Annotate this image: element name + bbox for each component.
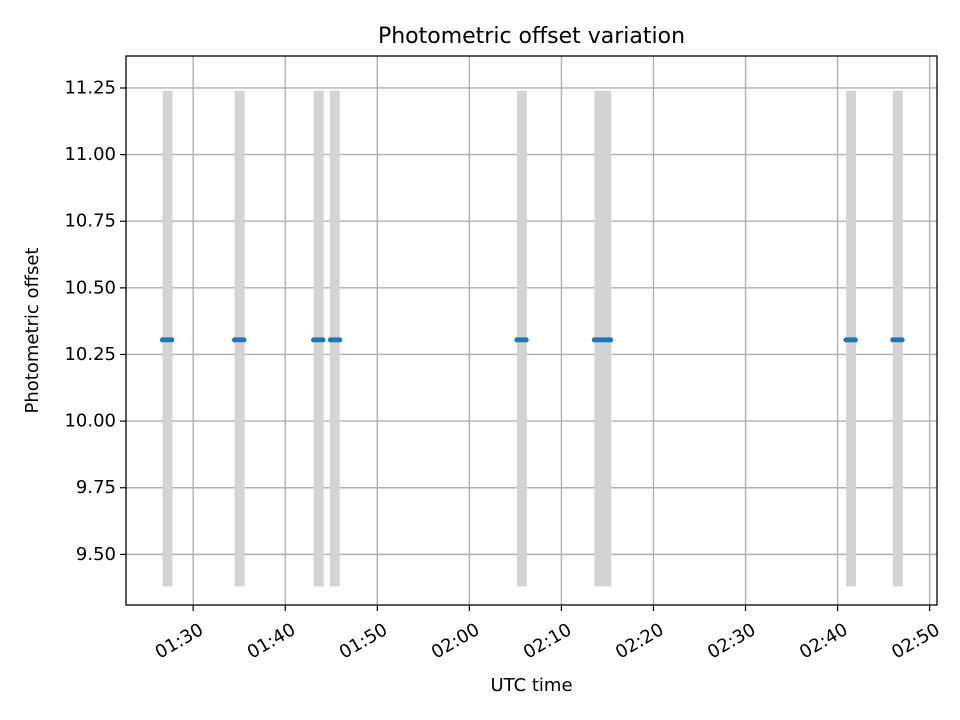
- data-point: [852, 337, 858, 343]
- y-axis: 9.50 9.75 10.00 10.25 10.50 10.75 11.00 11.25: [64, 77, 126, 565]
- data-point: [523, 337, 529, 343]
- data-point: [241, 337, 247, 343]
- y-tick-label: 11.00: [64, 144, 116, 165]
- x-axis-label: UTC time: [490, 675, 572, 696]
- data-point: [899, 337, 905, 343]
- grid: [126, 56, 937, 605]
- data-point: [607, 337, 614, 343]
- y-tick-label: 10.25: [64, 344, 116, 365]
- chart-title: Photometric offset variation: [378, 24, 685, 49]
- data-point: [320, 337, 326, 343]
- y-tick-label: 9.50: [76, 544, 116, 565]
- y-tick-label: 10.00: [64, 411, 116, 432]
- y-axis-label: Photometric offset: [22, 248, 43, 414]
- data-point: [169, 337, 175, 343]
- plot-area-frame: [125, 55, 938, 606]
- data-points: [159, 337, 905, 343]
- y-tick-label: 10.50: [64, 277, 116, 298]
- data-point: [337, 337, 343, 343]
- y-tick-label: 9.75: [76, 477, 116, 498]
- y-tick-label: 11.25: [64, 77, 116, 98]
- y-tick-label: 10.75: [64, 211, 116, 232]
